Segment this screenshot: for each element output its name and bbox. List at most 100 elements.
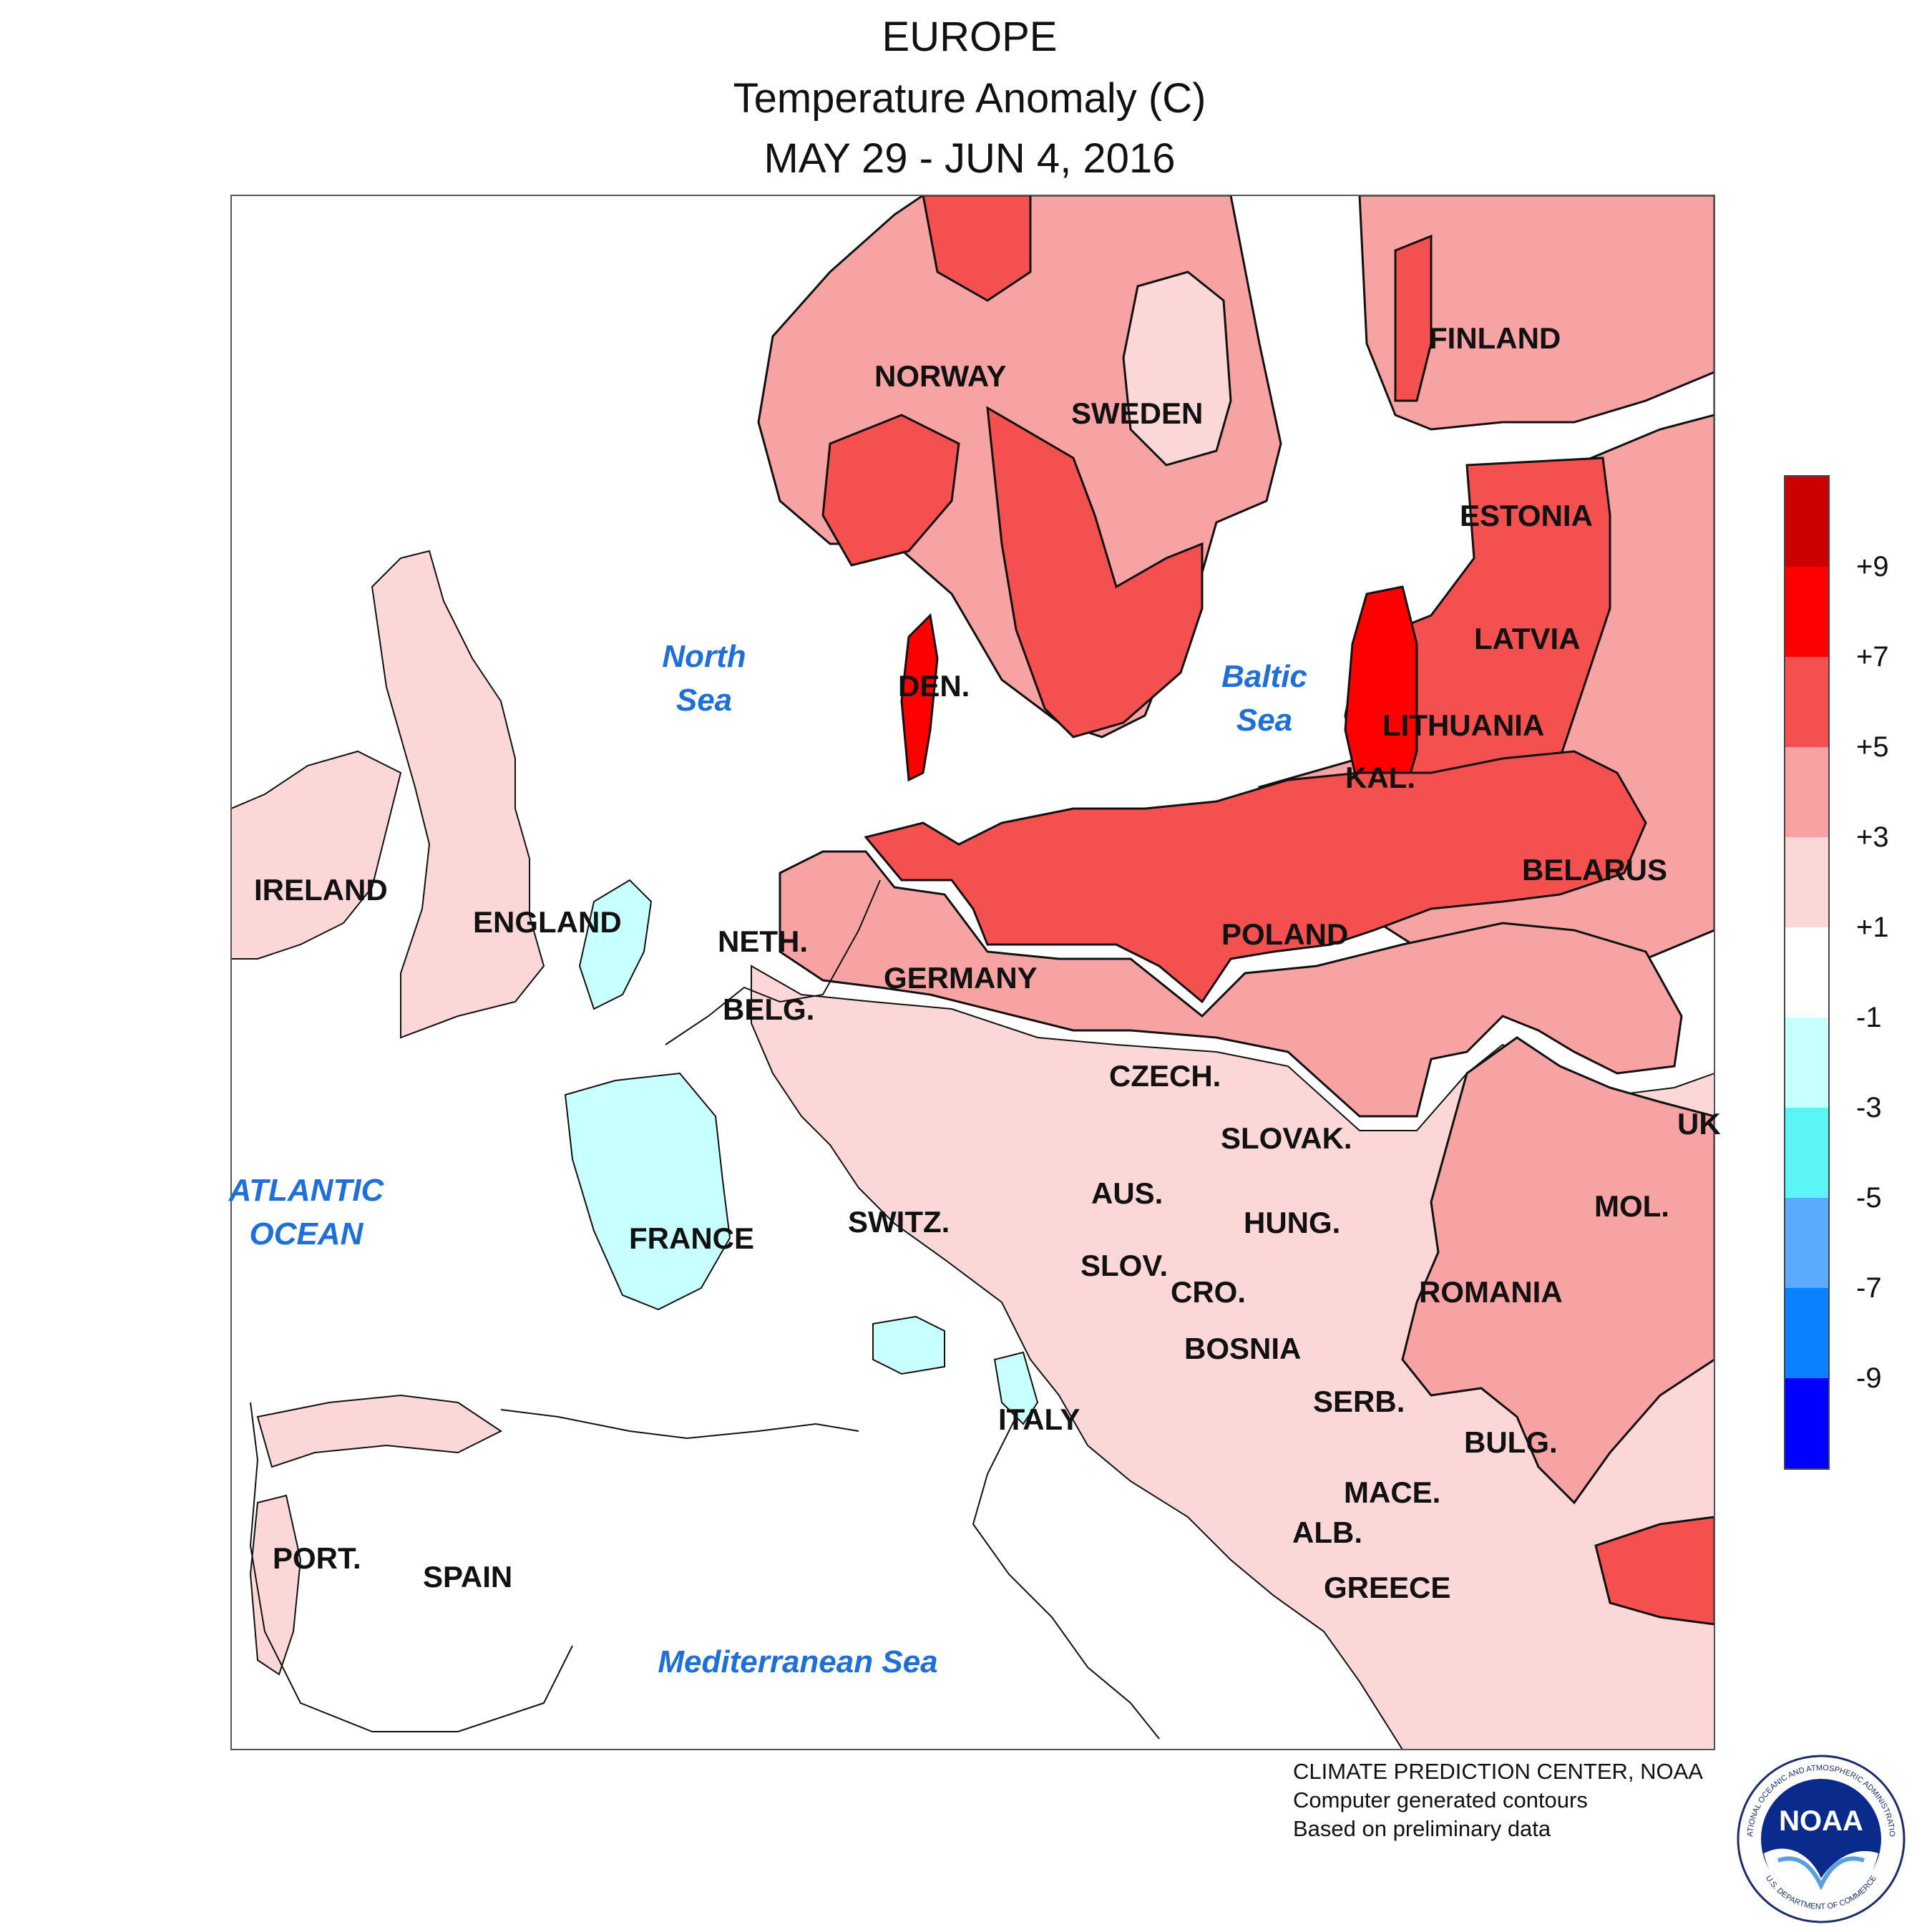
label-moldova: MOL. xyxy=(1594,1189,1669,1223)
legend-tick-minus-3: -3 xyxy=(1856,1092,1882,1123)
france-cool-anomaly-region xyxy=(564,1072,731,1311)
label-romania: ROMANIA xyxy=(1419,1275,1563,1309)
label-latvia: LATVIA xyxy=(1474,622,1581,655)
legend-swatch-minus-3-to-5 xyxy=(1785,1108,1829,1198)
label-north-sea-line1: North xyxy=(662,639,746,674)
coastlines xyxy=(249,879,1160,1740)
credit-line-3: Based on preliminary data xyxy=(1293,1816,1551,1841)
legend-swatch-7-to-9 xyxy=(1785,567,1829,657)
label-atlantic-ocean-line2: OCEAN xyxy=(250,1216,364,1252)
label-north-sea-line2: Sea xyxy=(676,683,732,718)
coastline-north-sea xyxy=(665,879,881,1045)
label-lithuania: LITHUANIA xyxy=(1382,708,1544,742)
label-kaliningrad: KAL. xyxy=(1345,761,1415,794)
label-estonia: ESTONIA xyxy=(1460,499,1593,532)
south-sweden-warm-anomaly-region xyxy=(986,406,1204,738)
legend-tick-minus-9: -9 xyxy=(1856,1362,1882,1394)
label-sweden: SWEDEN xyxy=(1071,396,1203,430)
label-france: FRANCE xyxy=(629,1221,754,1255)
credit-line-1: CLIMATE PREDICTION CENTER, NOAA xyxy=(1293,1759,1703,1784)
legend-swatch-above-9 xyxy=(1785,476,1829,567)
label-greece: GREECE xyxy=(1324,1571,1450,1604)
label-croatia: CRO. xyxy=(1171,1275,1246,1309)
legend-tick-plus-1: +1 xyxy=(1856,912,1889,943)
label-baltic-sea-line1: Baltic xyxy=(1221,659,1307,694)
label-bosnia: BOSNIA xyxy=(1184,1332,1301,1365)
label-czechia: CZECH. xyxy=(1109,1059,1221,1093)
label-macedonia: MACE. xyxy=(1344,1475,1440,1509)
ireland-anomaly-region xyxy=(231,750,402,960)
legend-swatch-minus-1-to-3 xyxy=(1785,1018,1829,1108)
label-spain: SPAIN xyxy=(423,1560,512,1594)
adriatic-coast-cool-anomaly-region xyxy=(993,1351,1039,1425)
legend-swatch-1-to-3 xyxy=(1785,837,1829,927)
label-serbia: SERB. xyxy=(1313,1385,1405,1418)
norway-warm-anomaly-region xyxy=(821,414,960,567)
label-slovenia: SLOV. xyxy=(1080,1249,1168,1282)
label-bulgaria: BULG. xyxy=(1464,1425,1558,1459)
legend-tick-minus-7: -7 xyxy=(1856,1272,1882,1304)
label-ireland: IRELAND xyxy=(254,873,388,907)
legend-colorbar xyxy=(1784,475,1830,1470)
england-cool-anomaly-region xyxy=(578,879,653,1010)
label-slovakia: SLOVAK. xyxy=(1221,1121,1352,1155)
label-poland: POLAND xyxy=(1221,917,1348,951)
legend-swatch-5-to-7 xyxy=(1785,657,1829,747)
norway-north-warm-anomaly-region xyxy=(922,195,1032,302)
coastline-gulf-of-lion xyxy=(500,1409,859,1440)
legend-swatch-below-minus-9 xyxy=(1785,1378,1829,1469)
water-labels: North Sea Baltic Sea ATLANTIC OCEAN Medi… xyxy=(228,639,1307,1679)
coastline-iberia xyxy=(249,1402,573,1732)
anomaly-shading xyxy=(231,195,1714,1750)
label-hungary: HUNG. xyxy=(1244,1206,1340,1239)
label-finland: FINLAND xyxy=(1429,321,1561,355)
label-atlantic-ocean-line1: ATLANTIC xyxy=(228,1173,385,1208)
legend-tick-plus-3: +3 xyxy=(1856,821,1889,853)
central-europe-anomaly-region xyxy=(779,850,1683,1118)
poland-warm-anomaly-region xyxy=(864,750,1647,1004)
label-portugal: PORT. xyxy=(273,1541,361,1575)
finland-warm-anomaly-region xyxy=(1394,234,1433,402)
label-italy: ITALY xyxy=(998,1402,1080,1436)
romania-anomaly-region xyxy=(1401,1036,1714,1505)
label-england: ENGLAND xyxy=(473,905,622,939)
label-norway: NORWAY xyxy=(874,359,1006,393)
legend-swatch-minus-5-to-7 xyxy=(1785,1198,1829,1288)
label-ukraine: UK xyxy=(1677,1107,1721,1141)
label-albania: ALB. xyxy=(1292,1516,1362,1549)
label-baltic-sea-line2: Sea xyxy=(1236,703,1292,738)
label-austria: AUS. xyxy=(1091,1176,1163,1210)
credit-line-2: Computer generated contours xyxy=(1293,1787,1588,1813)
italy-cool-anomaly-region xyxy=(872,1315,945,1375)
legend-swatch-minus-7-to-9 xyxy=(1785,1288,1829,1378)
legend-frame xyxy=(1784,475,1830,1470)
legend-swatch-neutral xyxy=(1785,927,1829,1018)
sweden-low-anomaly-region xyxy=(1122,270,1232,467)
label-switzerland: SWITZ. xyxy=(848,1205,950,1239)
legend-tick-plus-5: +5 xyxy=(1856,731,1889,763)
logo-wave-accent xyxy=(1777,1856,1865,1890)
map-frame xyxy=(230,195,1715,1750)
denmark-hot-anomaly-region xyxy=(900,613,939,782)
map-region-title: EUROPE xyxy=(882,14,1058,60)
coastline-italy xyxy=(972,1416,1160,1740)
noaa-logo: NATIONAL OCEANIC AND ATMOSPHERIC ADMINIS… xyxy=(1735,1753,1906,1923)
portugal-anomaly-region xyxy=(249,1494,302,1676)
legend-tick-minus-1: -1 xyxy=(1856,1002,1882,1033)
legend-tick-plus-9: +9 xyxy=(1856,551,1889,582)
map-period-title: MAY 29 - JUN 4, 2016 xyxy=(763,135,1176,182)
legend-tick-plus-7: +7 xyxy=(1856,641,1889,673)
logo-text: NOAA xyxy=(1779,1805,1863,1837)
country-labels: NORWAY SWEDEN FINLAND ESTONIA LATVIA LIT… xyxy=(254,321,1721,1604)
black-sea-coast-warm-anomaly-region xyxy=(1594,1516,1714,1626)
label-belgium: BELG. xyxy=(723,992,814,1026)
map-variable-title: Temperature Anomaly (C) xyxy=(733,75,1206,122)
label-netherlands: NETH. xyxy=(718,924,808,958)
label-germany: GERMANY xyxy=(884,961,1038,995)
great-britain-anomaly-region xyxy=(371,550,545,1039)
label-mediterranean-sea: Mediterranean Sea xyxy=(658,1644,937,1679)
northern-spain-anomaly-region xyxy=(256,1394,502,1468)
label-belarus: BELARUS xyxy=(1522,853,1667,887)
legend-swatch-3-to-5 xyxy=(1785,747,1829,837)
